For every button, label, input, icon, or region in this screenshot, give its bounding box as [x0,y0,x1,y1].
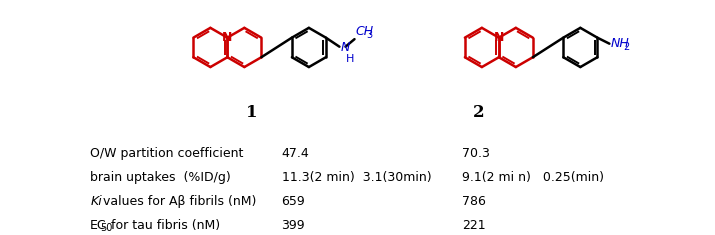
Text: EC: EC [90,219,107,232]
Text: 2: 2 [473,104,484,121]
Text: 50: 50 [100,223,112,233]
Text: brain uptakes  (%ID/g): brain uptakes (%ID/g) [90,171,231,184]
Text: 221: 221 [462,219,485,232]
Text: 1: 1 [246,104,257,121]
Text: 11.3(2 min)  3.1(30min): 11.3(2 min) 3.1(30min) [282,171,431,184]
Text: Ki: Ki [90,195,102,208]
Text: 47.4: 47.4 [282,147,310,160]
Text: N: N [341,41,350,54]
Text: values for Aβ fibrils (nM): values for Aβ fibrils (nM) [99,195,257,208]
Text: for tau fibris (nM): for tau fibris (nM) [107,219,220,232]
Text: 786: 786 [462,195,486,208]
Text: 2: 2 [623,43,629,52]
Text: N: N [493,31,504,44]
Text: H: H [346,54,355,64]
Text: NH: NH [611,37,630,50]
Text: 9.1(2 mi n)   0.25(min): 9.1(2 mi n) 0.25(min) [462,171,604,184]
Text: N: N [222,31,232,44]
Text: O/W partition coefficient: O/W partition coefficient [90,147,244,160]
Text: 70.3: 70.3 [462,147,490,160]
Text: CH: CH [355,25,373,38]
Text: 399: 399 [282,219,305,232]
Text: 659: 659 [282,195,305,208]
Text: 3: 3 [367,30,373,40]
